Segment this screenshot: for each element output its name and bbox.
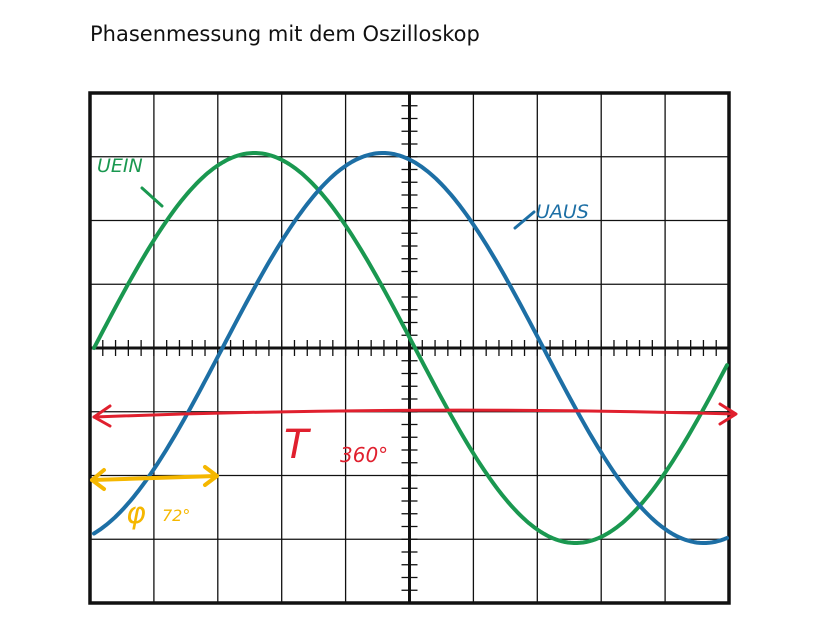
u-aus-label: UAUS bbox=[536, 201, 589, 223]
period-label: T bbox=[284, 422, 312, 468]
u-aus-label-leader bbox=[513, 210, 536, 230]
u-ein-curve bbox=[92, 151, 729, 545]
page-title: Phasenmessung mit dem Oszilloskop bbox=[90, 22, 480, 46]
phase-label: φ bbox=[126, 496, 146, 531]
u-ein-label: UEIN bbox=[97, 155, 143, 177]
phase-arrow bbox=[90, 465, 219, 491]
phase-value-label: 72° bbox=[162, 506, 190, 525]
period-arrow bbox=[92, 402, 738, 428]
u-ein-label-leader bbox=[140, 186, 164, 208]
period-value-label: 360° bbox=[340, 443, 388, 467]
u-aus-curve bbox=[92, 151, 729, 545]
oscilloscope-grid bbox=[88, 91, 731, 605]
oscilloscope-frame bbox=[88, 91, 731, 605]
